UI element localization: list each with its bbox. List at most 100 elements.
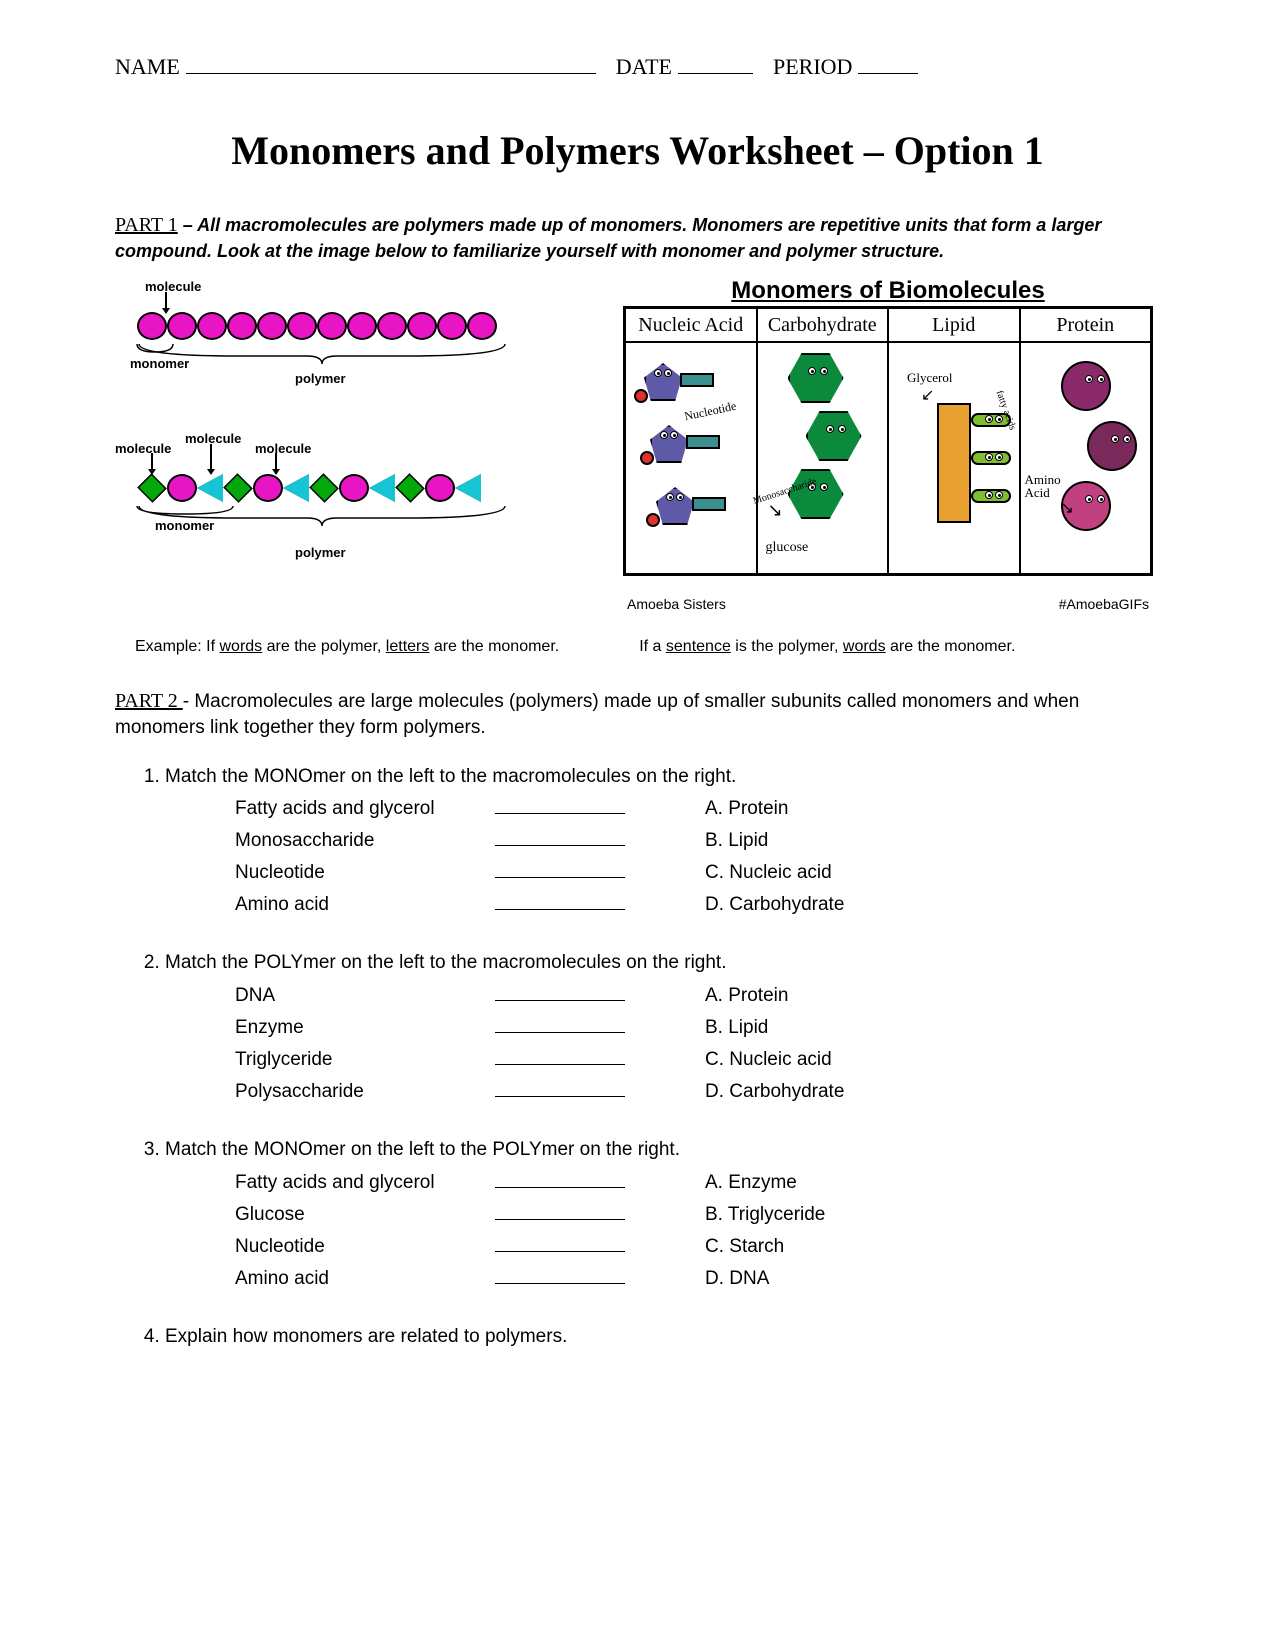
match-row: GlucoseB. Triglyceride bbox=[235, 1202, 1160, 1234]
bio-column-header: Protein bbox=[1021, 309, 1151, 343]
match-right: D. Carbohydrate bbox=[705, 892, 844, 919]
answer-blank[interactable] bbox=[495, 1096, 625, 1097]
monomer-oval bbox=[347, 312, 377, 340]
part1-intro: PART 1 – All macromolecules are polymers… bbox=[115, 211, 1160, 264]
label-molecule-3: molecule bbox=[115, 440, 171, 458]
bio-column: ProteinAminoAcid↘ bbox=[1021, 309, 1151, 573]
text: Example: If bbox=[135, 638, 219, 655]
match-left: Nucleotide bbox=[235, 1234, 495, 1261]
match-right: C. Starch bbox=[705, 1234, 784, 1261]
nucleotide-icon bbox=[644, 363, 682, 401]
match-row: Amino acidD. DNA bbox=[235, 1266, 1160, 1298]
match-left: Amino acid bbox=[235, 892, 495, 919]
nucleotide-icon bbox=[650, 425, 688, 463]
match-left: Fatty acids and glycerol bbox=[235, 1170, 495, 1197]
brace-icon bbox=[137, 504, 507, 528]
bio-column-body: Nucleotide bbox=[626, 343, 756, 573]
text: If a bbox=[639, 638, 666, 655]
answer-blank[interactable] bbox=[495, 1251, 625, 1252]
match-right: D. Carbohydrate bbox=[705, 1079, 844, 1106]
monomer-oval bbox=[377, 312, 407, 340]
answer-blank[interactable] bbox=[495, 1219, 625, 1220]
answer-blank[interactable] bbox=[495, 845, 625, 846]
text: sentence bbox=[666, 638, 731, 655]
label-molecule-4: molecule bbox=[255, 440, 311, 458]
monomer-oval bbox=[339, 474, 369, 502]
match-right: C. Nucleic acid bbox=[705, 860, 832, 887]
match-table: DNAA. ProteinEnzymeB. LipidTriglycerideC… bbox=[235, 983, 1160, 1111]
period-label: PERIOD bbox=[773, 52, 852, 83]
answer-blank[interactable] bbox=[495, 1064, 625, 1065]
part1-label: PART 1 bbox=[115, 214, 178, 236]
bio-footer-left: Amoeba Sisters bbox=[627, 595, 726, 615]
glucose-icon bbox=[788, 353, 844, 403]
phosphate-icon bbox=[634, 389, 648, 403]
monomer-triangle bbox=[369, 474, 395, 502]
bio-footer-right: #AmoebaGIFs bbox=[1059, 595, 1149, 615]
match-row: Nucleotide C. Starch bbox=[235, 1234, 1160, 1266]
label-molecule-2: molecule bbox=[185, 430, 241, 448]
answer-blank[interactable] bbox=[495, 813, 625, 814]
monomer-oval bbox=[253, 474, 283, 502]
answer-blank[interactable] bbox=[495, 1032, 625, 1033]
match-right: A. Enzyme bbox=[705, 1170, 797, 1197]
date-blank[interactable] bbox=[678, 50, 753, 74]
match-row: TriglycerideC. Nucleic acid bbox=[235, 1047, 1160, 1079]
question-prompt: Match the MONOmer on the left to the POL… bbox=[165, 1137, 1160, 1164]
monomer-oval bbox=[317, 312, 347, 340]
glycerol-icon bbox=[937, 403, 971, 523]
eye-icon bbox=[1097, 375, 1105, 383]
amino-acid-icon bbox=[1061, 361, 1111, 411]
bio-column-header: Nucleic Acid bbox=[626, 309, 756, 343]
period-blank[interactable] bbox=[858, 50, 918, 74]
eye-icon bbox=[1097, 495, 1105, 503]
page-title: Monomers and Polymers Worksheet – Option… bbox=[115, 123, 1160, 179]
polymer-diagram: molecule monomer polymer molecule molecu… bbox=[115, 278, 605, 618]
monomer-oval bbox=[407, 312, 437, 340]
eye-icon bbox=[1123, 435, 1131, 443]
answer-blank[interactable] bbox=[495, 909, 625, 910]
monomer-diamond bbox=[309, 473, 339, 503]
monomer-triangle bbox=[197, 474, 223, 502]
answer-blank[interactable] bbox=[495, 877, 625, 878]
match-row: Amino acid D. Carbohydrate bbox=[235, 892, 1160, 924]
name-label: NAME bbox=[115, 52, 180, 83]
match-left: Fatty acids and glycerol bbox=[235, 796, 495, 823]
monomer-oval bbox=[167, 474, 197, 502]
monomer-oval bbox=[287, 312, 317, 340]
monomer-oval bbox=[137, 312, 167, 340]
diagram-row: molecule monomer polymer molecule molecu… bbox=[115, 278, 1160, 618]
text: is the polymer, bbox=[731, 638, 843, 655]
polymer-chain-2 bbox=[137, 474, 481, 502]
question-prompt: Match the MONOmer on the left to the mac… bbox=[165, 764, 1160, 791]
question-item: Explain how monomers are related to poly… bbox=[165, 1324, 1160, 1351]
answer-blank[interactable] bbox=[495, 1000, 625, 1001]
match-left: Amino acid bbox=[235, 1266, 495, 1293]
amino-acid-icon bbox=[1087, 421, 1137, 471]
question-item: Match the MONOmer on the left to the POL… bbox=[165, 1137, 1160, 1298]
header-line: NAME DATE PERIOD bbox=[115, 50, 1160, 83]
question-item: Match the POLYmer on the left to the mac… bbox=[165, 950, 1160, 1111]
bio-column-body: AminoAcid↘ bbox=[1021, 343, 1151, 573]
monomer-oval bbox=[467, 312, 497, 340]
eye-icon bbox=[1111, 435, 1119, 443]
phosphate-icon bbox=[646, 513, 660, 527]
monomer-diamond bbox=[223, 473, 253, 503]
example-b: If a sentence is the polymer, words are … bbox=[639, 636, 1015, 658]
polymer-chain-1 bbox=[137, 312, 497, 340]
name-blank[interactable] bbox=[186, 50, 596, 74]
bio-label: AminoAcid bbox=[1025, 473, 1061, 499]
bio-label: glucose bbox=[766, 538, 809, 558]
text: are the polymer, bbox=[262, 638, 386, 655]
match-right: C. Nucleic acid bbox=[705, 1047, 832, 1074]
monomer-triangle bbox=[455, 474, 481, 502]
answer-blank[interactable] bbox=[495, 1187, 625, 1188]
monomer-oval bbox=[425, 474, 455, 502]
match-table: Fatty acids and glycerolA. ProteinMonosa… bbox=[235, 796, 1160, 924]
monomer-oval bbox=[197, 312, 227, 340]
monomer-oval bbox=[437, 312, 467, 340]
answer-blank[interactable] bbox=[495, 1283, 625, 1284]
text: are the monomer. bbox=[886, 638, 1016, 655]
bio-column-header: Carbohydrate bbox=[758, 309, 888, 343]
match-row: EnzymeB. Lipid bbox=[235, 1015, 1160, 1047]
